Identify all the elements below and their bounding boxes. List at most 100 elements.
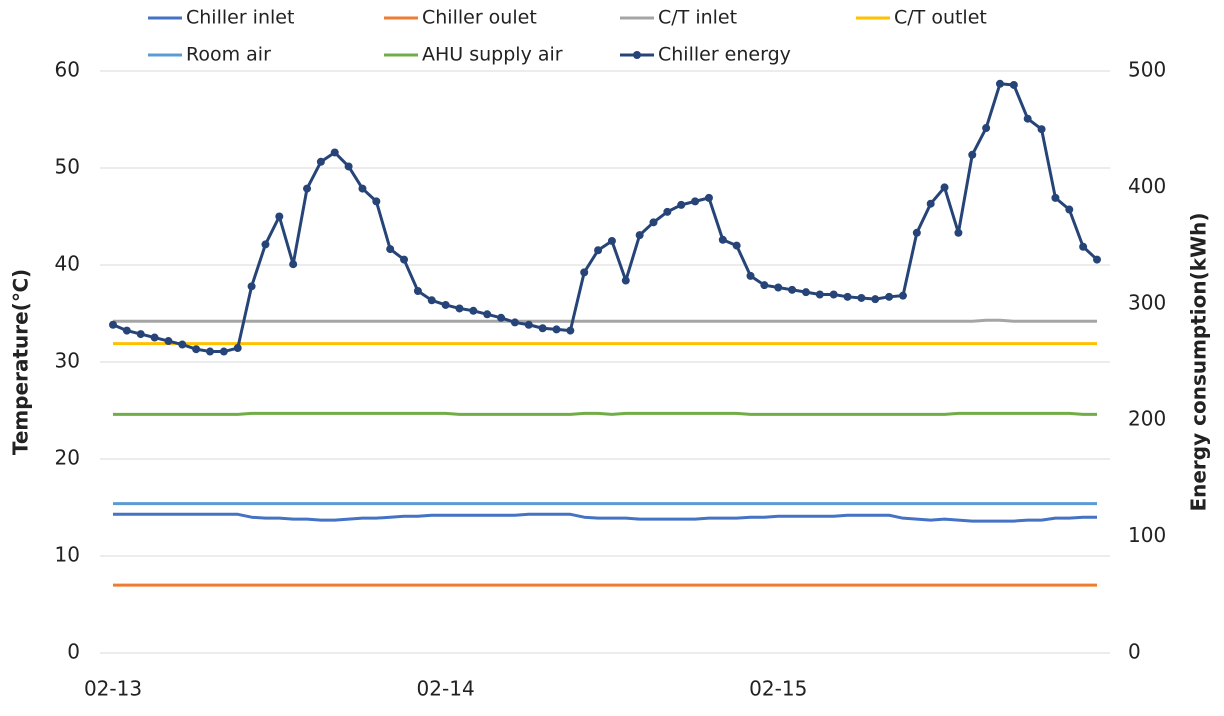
y-tick-label: 30 — [55, 349, 80, 373]
series-marker — [136, 330, 145, 339]
series-marker — [330, 148, 339, 157]
y-axis-title: Temperature(℃) — [9, 269, 33, 455]
series-marker — [275, 212, 284, 221]
series-marker — [1009, 80, 1018, 89]
y-tick-label: 50 — [55, 155, 80, 179]
series-marker — [788, 285, 797, 294]
series-marker — [594, 246, 603, 255]
series-marker — [885, 292, 894, 301]
series-marker — [150, 333, 159, 342]
series-marker — [233, 344, 242, 353]
series-marker — [261, 240, 270, 249]
y-tick-label: 20 — [55, 446, 80, 470]
series-marker — [303, 184, 312, 193]
series-marker — [760, 281, 769, 290]
legend-label: C/T outlet — [894, 7, 987, 29]
series-marker — [926, 199, 935, 208]
series-marker — [912, 228, 921, 237]
series-marker — [386, 245, 395, 254]
x-tick-label: 02-13 — [84, 677, 142, 701]
series-marker — [1023, 114, 1032, 123]
series-marker — [219, 347, 228, 356]
series-marker — [649, 218, 658, 227]
legend-label: Chiller oulet — [422, 7, 537, 29]
series-marker — [289, 260, 298, 269]
series-marker — [663, 207, 672, 216]
series-marker — [497, 313, 506, 322]
series-marker — [552, 325, 561, 334]
series-marker — [192, 345, 201, 354]
series-marker — [400, 255, 409, 264]
x-tick-label: 02-15 — [749, 677, 807, 701]
series-marker — [801, 288, 810, 297]
legend-marker — [633, 51, 641, 59]
series-line — [113, 411, 1097, 416]
y2-tick-label: 500 — [1128, 58, 1166, 82]
series-marker — [829, 290, 838, 299]
series-marker — [441, 300, 450, 309]
legend-label: AHU supply air — [422, 44, 563, 66]
series-line — [113, 512, 1097, 523]
y2-tick-label: 0 — [1128, 640, 1141, 664]
y-tick-label: 10 — [55, 543, 80, 567]
series-marker — [483, 310, 492, 319]
series-marker — [1037, 125, 1046, 134]
series-marker — [995, 79, 1004, 88]
series-marker — [1051, 193, 1060, 202]
series-marker — [635, 231, 644, 240]
y2-tick-label: 100 — [1128, 523, 1166, 547]
series-marker — [704, 193, 713, 202]
y2-tick-label: 200 — [1128, 407, 1166, 431]
series-marker — [247, 282, 256, 291]
legend-label: Chiller inlet — [186, 7, 294, 29]
series-marker — [164, 337, 173, 346]
series-line — [113, 318, 1097, 323]
series-marker — [413, 286, 422, 295]
series-marker — [718, 235, 727, 244]
series-marker — [427, 296, 436, 305]
series-marker — [774, 283, 783, 292]
series-marker — [982, 124, 991, 133]
series-marker — [372, 197, 381, 206]
series-marker — [746, 271, 755, 280]
x-tick-label: 02-14 — [417, 677, 475, 701]
series-marker — [122, 326, 131, 335]
series-marker — [344, 162, 353, 171]
series-marker — [954, 228, 963, 237]
legend-label: Chiller energy — [658, 44, 791, 66]
series-marker — [178, 340, 187, 349]
series-marker — [455, 304, 464, 313]
series-marker — [538, 324, 547, 333]
y2-axis-title: Energy consumption(kWh) — [1187, 212, 1211, 511]
series-marker — [524, 320, 533, 329]
series-marker — [843, 292, 852, 301]
series-marker — [691, 197, 700, 206]
series-marker — [621, 276, 630, 285]
series-marker — [871, 295, 880, 304]
series-marker — [940, 183, 949, 192]
y-tick-label: 60 — [55, 58, 80, 82]
y-tick-label: 0 — [67, 640, 80, 664]
series-marker — [580, 268, 589, 277]
series-marker — [206, 347, 215, 356]
series-marker — [316, 157, 325, 166]
series-marker — [510, 318, 519, 327]
series-marker — [815, 290, 824, 299]
series-marker — [677, 200, 686, 209]
series-marker — [857, 293, 866, 302]
series-marker — [1093, 255, 1101, 264]
series-marker — [358, 184, 367, 193]
legend-label: Room air — [186, 44, 271, 66]
series-marker — [1065, 205, 1074, 214]
series-marker — [469, 306, 478, 315]
series-marker — [607, 236, 616, 245]
y-tick-label: 40 — [55, 252, 80, 276]
series-line — [112, 82, 1099, 354]
legend-label: C/T inlet — [658, 7, 737, 29]
series-marker — [109, 320, 117, 329]
series-marker — [732, 241, 741, 250]
legend: Chiller inlet Chiller oulet C/T inlet C/T o… — [148, 7, 987, 66]
y2-tick-label: 400 — [1128, 174, 1166, 198]
series-marker — [1079, 242, 1088, 251]
